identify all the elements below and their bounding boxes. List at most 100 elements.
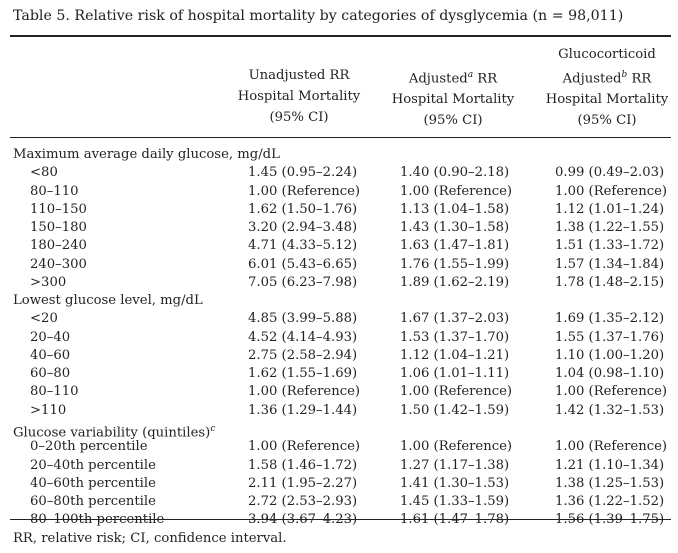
cell-adjusted-rr: 1.89 (1.62–2.19) xyxy=(400,274,510,290)
cell-unadjusted-rr: 2.11 (1.95–2.27) xyxy=(248,475,358,491)
table-row: 240–300 6.01 (5.43–6.65) 1.76 (1.55–1.99) 1… xyxy=(0,256,678,274)
row-label: 40–60 xyxy=(30,347,71,363)
cell-adjusted-rr: 1.06 (1.01–1.11) xyxy=(400,366,510,382)
table-title: Table 5. Relative risk of hospital morta… xyxy=(13,8,624,24)
row-label: <80 xyxy=(30,165,58,181)
cell-glucocorticoid-adjusted-rr: 1.42 (1.32–1.53) xyxy=(555,402,665,418)
table-row: 150–180 3.20 (2.94–3.48) 1.43 (1.30–1.58) 1… xyxy=(0,219,678,237)
row-label: 20–40th percentile xyxy=(30,457,156,473)
cell-unadjusted-rr: 1.00 (Reference) xyxy=(248,183,361,199)
cell-unadjusted-rr: 6.01 (5.43–6.65) xyxy=(248,256,358,272)
cell-glucocorticoid-adjusted-rr: 1.78 (1.48–2.15) xyxy=(555,274,665,290)
cell-adjusted-rr: 1.50 (1.42–1.59) xyxy=(400,402,510,418)
cell-unadjusted-rr: 4.52 (4.14–4.93) xyxy=(248,329,358,345)
cell-unadjusted-rr: 4.85 (3.99–5.88) xyxy=(248,311,358,327)
cell-unadjusted-rr: 1.00 (Reference) xyxy=(248,439,361,455)
cell-adjusted-rr: 1.12 (1.04–1.21) xyxy=(400,347,510,363)
row-label: 240–300 xyxy=(30,256,87,272)
table-body: Maximum average daily glucose, mg/dL <80 1… xyxy=(0,146,678,530)
table-row: 20–40th percentile 1.58 (1.46–1.72) 1.27 (… xyxy=(0,457,678,475)
cell-glucocorticoid-adjusted-rr: 1.56 (1.39–1.75) xyxy=(555,512,665,528)
cell-adjusted-rr: 1.61 (1.47–1.78) xyxy=(400,512,510,528)
bottom-rule xyxy=(10,519,671,520)
cell-adjusted-rr: 1.45 (1.33–1.59) xyxy=(400,494,510,510)
cell-glucocorticoid-adjusted-rr: 1.21 (1.10–1.34) xyxy=(555,457,665,473)
row-label: 180–240 xyxy=(30,238,87,254)
row-label: >110 xyxy=(30,402,67,418)
cell-adjusted-rr: 1.76 (1.55–1.99) xyxy=(400,256,510,272)
table-row: <80 1.45 (0.95–2.24) 1.40 (0.90–2.18) 0.99 … xyxy=(0,164,678,182)
column-header-glucocorticoid-adjusted: Glucocorticoid Adjustedb RR Hospital Mor… xyxy=(545,47,669,129)
section-heading: Glucose variability (quintiles)c xyxy=(13,423,216,441)
row-label: <20 xyxy=(30,311,58,327)
table-row: 40–60 2.75 (2.58–2.94) 1.12 (1.04–1.21) 1.1… xyxy=(0,347,678,365)
cell-adjusted-rr: 1.53 (1.37–1.70) xyxy=(400,329,510,345)
cell-glucocorticoid-adjusted-rr: 1.00 (Reference) xyxy=(555,183,668,199)
table-row: 80–110 1.00 (Reference) 1.00 (Reference) 1.… xyxy=(0,183,678,201)
cell-glucocorticoid-adjusted-rr: 1.04 (0.98–1.10) xyxy=(555,366,665,382)
row-label: 80–110 xyxy=(30,183,79,199)
cell-unadjusted-rr: 1.58 (1.46–1.72) xyxy=(248,457,358,473)
row-label: 80–100th percentile xyxy=(30,512,165,528)
cell-adjusted-rr: 1.13 (1.04–1.58) xyxy=(400,201,510,217)
cell-glucocorticoid-adjusted-rr: 1.55 (1.37–1.76) xyxy=(555,329,665,345)
top-rule xyxy=(10,35,671,37)
cell-adjusted-rr: 1.63 (1.47–1.81) xyxy=(400,238,510,254)
cell-unadjusted-rr: 1.62 (1.55–1.69) xyxy=(248,366,358,382)
row-label: 60–80 xyxy=(30,366,71,382)
row-label: 80–110 xyxy=(30,384,79,400)
cell-glucocorticoid-adjusted-rr: 1.38 (1.22–1.55) xyxy=(555,220,665,236)
cell-unadjusted-rr: 3.20 (2.94–3.48) xyxy=(248,220,358,236)
cell-unadjusted-rr: 7.05 (6.23–7.98) xyxy=(248,274,358,290)
cell-adjusted-rr: 1.41 (1.30–1.53) xyxy=(400,475,510,491)
table-row: >300 7.05 (6.23–7.98) 1.89 (1.62–2.19) 1.78… xyxy=(0,274,678,292)
table-row: 40–60th percentile 2.11 (1.95–2.27) 1.41 (… xyxy=(0,475,678,493)
row-label: >300 xyxy=(30,274,67,290)
cell-glucocorticoid-adjusted-rr: 1.10 (1.00–1.20) xyxy=(555,347,665,363)
row-label: 110–150 xyxy=(30,201,87,217)
table-row: <20 4.85 (3.99–5.88) 1.67 (1.37–2.03) 1.69 … xyxy=(0,310,678,328)
column-header-unadjusted: Unadjusted RR Hospital Mortality (95% CI… xyxy=(237,68,361,125)
cell-adjusted-rr: 1.00 (Reference) xyxy=(400,439,513,455)
cell-adjusted-rr: 1.67 (1.37–2.03) xyxy=(400,311,510,327)
cell-adjusted-rr: 1.00 (Reference) xyxy=(400,183,513,199)
table-row: 20–40 4.52 (4.14–4.93) 1.53 (1.37–1.70) 1.5… xyxy=(0,329,678,347)
row-label: 0–20th percentile xyxy=(30,439,148,455)
cell-unadjusted-rr: 1.45 (0.95–2.24) xyxy=(248,165,358,181)
section-heading: Maximum average daily glucose, mg/dL xyxy=(13,147,280,162)
cell-unadjusted-rr: 3.94 (3.67–4.23) xyxy=(248,512,358,528)
cell-adjusted-rr: 1.27 (1.17–1.38) xyxy=(400,457,510,473)
cell-unadjusted-rr: 4.71 (4.33–5.12) xyxy=(248,238,358,254)
row-label: 40–60th percentile xyxy=(30,475,156,491)
row-label: 150–180 xyxy=(30,220,87,236)
table-row: 60–80 1.62 (1.55–1.69) 1.06 (1.01–1.11) 1.0… xyxy=(0,365,678,383)
section-heading: Lowest glucose level, mg/dL xyxy=(13,293,203,309)
table-row: 180–240 4.71 (4.33–5.12) 1.63 (1.47–1.81) 1… xyxy=(0,237,678,255)
table-row: 80–110 1.00 (Reference) 1.00 (Reference) 1.… xyxy=(0,383,678,401)
cell-glucocorticoid-adjusted-rr: 1.00 (Reference) xyxy=(555,384,668,400)
cell-unadjusted-rr: 2.72 (2.53–2.93) xyxy=(248,494,358,510)
cell-adjusted-rr: 1.43 (1.30–1.58) xyxy=(400,220,510,236)
cell-unadjusted-rr: 2.75 (2.58–2.94) xyxy=(248,347,358,363)
table-row: >110 1.36 (1.29–1.44) 1.50 (1.42–1.59) 1.42… xyxy=(0,402,678,420)
cell-glucocorticoid-adjusted-rr: 1.38 (1.25–1.53) xyxy=(555,475,665,491)
row-label: 60–80th percentile xyxy=(30,494,156,510)
cell-glucocorticoid-adjusted-rr: 0.99 (0.49–2.03) xyxy=(555,165,665,181)
header-rule xyxy=(10,137,671,138)
cell-glucocorticoid-adjusted-rr: 1.51 (1.33–1.72) xyxy=(555,238,665,254)
row-label: 20–40 xyxy=(30,329,71,345)
cell-unadjusted-rr: 1.36 (1.29–1.44) xyxy=(248,402,358,418)
cell-adjusted-rr: 1.40 (0.90–2.18) xyxy=(400,165,510,181)
cell-unadjusted-rr: 1.62 (1.50–1.76) xyxy=(248,201,358,217)
cell-glucocorticoid-adjusted-rr: 1.57 (1.34–1.84) xyxy=(555,256,665,272)
cell-glucocorticoid-adjusted-rr: 1.12 (1.01–1.24) xyxy=(555,201,665,217)
column-header-adjusted: Adjusteda RR Hospital Mortality (95% CI) xyxy=(391,70,515,129)
cell-glucocorticoid-adjusted-rr: 1.36 (1.22–1.52) xyxy=(555,494,665,510)
table-row: 110–150 1.62 (1.50–1.76) 1.13 (1.04–1.58) 1… xyxy=(0,201,678,219)
cell-adjusted-rr: 1.00 (Reference) xyxy=(400,384,513,400)
table-row: 80–100th percentile 3.94 (3.67–4.23) 1.61 … xyxy=(0,511,678,529)
cell-glucocorticoid-adjusted-rr: 1.00 (Reference) xyxy=(555,439,668,455)
cell-unadjusted-rr: 1.00 (Reference) xyxy=(248,384,361,400)
table-row: 60–80th percentile 2.72 (2.53–2.93) 1.45 (… xyxy=(0,493,678,511)
